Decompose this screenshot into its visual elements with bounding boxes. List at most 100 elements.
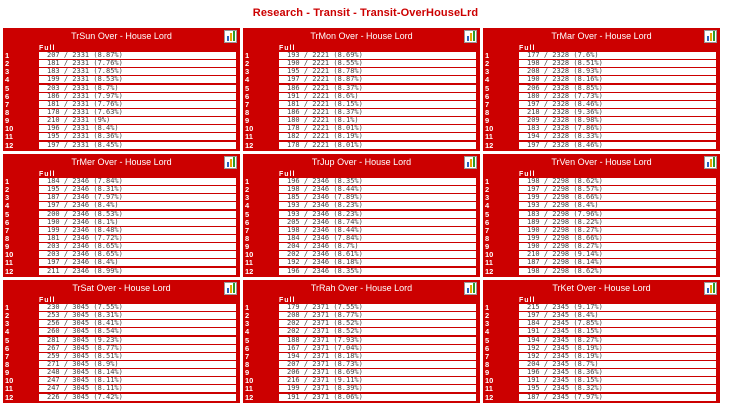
bar-chart-icon-bar (233, 283, 235, 293)
bar-chart-icon-bar (470, 159, 472, 167)
house-number: 9 (245, 116, 250, 126)
house-number: 9 (245, 242, 250, 252)
house-count-cell: 247 / 3045 (8.11%) (39, 377, 236, 386)
table-row: 2 190 / 2221 (8.55%) (243, 60, 480, 69)
house-count-cell: 186 / 2221 (8.37%) (279, 108, 476, 117)
bar-chart-icon[interactable] (464, 156, 477, 169)
house-count-cell: 206 / 2371 (8.69%) (279, 369, 476, 378)
table-row: 6 189 / 2298 (8.22%) (483, 218, 720, 227)
house-number: 3 (245, 193, 250, 203)
house-number: 8 (5, 233, 10, 243)
table-row: 3 185 / 2346 (7.89%) (243, 193, 480, 203)
panel-title: TrSun Over - House Lord (71, 31, 172, 41)
house-number: 7 (485, 225, 490, 235)
house-count-cell: 202 / 2346 (8.61%) (279, 251, 476, 260)
house-number: 5 (5, 209, 10, 219)
house-count-cell: 195 / 2331 (8.36%) (39, 133, 236, 142)
house-count-cell: 199 / 2331 (8.53%) (39, 76, 236, 85)
table-row: 7 192 / 2345 (8.19%) (483, 352, 720, 361)
bar-chart-icon-bar (710, 159, 712, 167)
house-number: 11 (245, 258, 253, 268)
bar-chart-icon-bar (467, 288, 469, 293)
bar-chart-icon[interactable] (704, 156, 717, 169)
bar-chart-icon[interactable] (224, 282, 237, 295)
house-number: 5 (245, 209, 250, 219)
table-row: 5 183 / 2298 (7.96%) (483, 209, 720, 219)
house-lord-panel: TrSun Over - House Lord Full 1 207 / 2331 (… (3, 28, 240, 151)
table-row: 3 187 / 2346 (7.97%) (3, 194, 240, 203)
house-number: 9 (485, 242, 490, 252)
house-count-cell: 248 / 3045 (8.14%) (39, 369, 236, 378)
house-number: 3 (5, 67, 10, 77)
table-row: 10 202 / 2346 (8.61%) (243, 251, 480, 260)
house-number: 8 (245, 107, 250, 117)
house-number: 8 (485, 107, 490, 117)
table-row: 3 256 / 3045 (8.41%) (3, 320, 240, 329)
house-number: 3 (485, 193, 490, 203)
house-count-cell: 193 / 2346 (8.23%) (279, 202, 476, 211)
house-number: 12 (5, 392, 14, 402)
bar-chart-icon[interactable] (224, 30, 237, 43)
house-count-cell: 190 / 2298 (8.27%) (519, 243, 716, 252)
house-count-cell: 199 / 2298 (8.66%) (519, 194, 716, 203)
house-count-cell: 195 / 2346 (8.31%) (39, 186, 236, 195)
house-number: 1 (5, 52, 10, 60)
table-row: 7 190 / 2298 (8.27%) (483, 225, 720, 235)
bar-chart-icon-bar (227, 36, 229, 41)
house-count-cell: 197 / 2346 (8.4%) (39, 259, 236, 268)
column-header: Full (39, 45, 56, 52)
house-number: 2 (5, 311, 10, 321)
table-row: 10 216 / 2371 (9.11%) (243, 377, 480, 386)
house-number: 8 (485, 233, 490, 243)
house-list: 1 207 / 2331 (8.87%) 2 181 / 2331 (7.76%) 3 1… (3, 52, 240, 150)
house-number: 1 (245, 178, 250, 186)
table-row: 8 204 / 2345 (8.7%) (483, 360, 720, 369)
house-count-cell: 197 / 2328 (8.46%) (519, 141, 716, 150)
column-header: Full (279, 171, 296, 178)
bar-chart-icon[interactable] (464, 30, 477, 43)
house-count-cell: 197 / 2298 (8.57%) (519, 186, 716, 195)
table-row: 8 271 / 3045 (8.9%) (3, 360, 240, 369)
table-row: 6 190 / 2346 (8.1%) (3, 217, 240, 227)
bar-chart-icon[interactable] (224, 156, 237, 169)
panel-header: TrMon Over - House Lord (243, 28, 480, 45)
table-row: 4 197 / 2346 (8.4%) (3, 202, 240, 211)
table-row: 7 181 / 2331 (7.76%) (3, 100, 240, 109)
bar-chart-icon[interactable] (464, 282, 477, 295)
table-row: 11 247 / 3045 (8.11%) (3, 385, 240, 394)
table-row: 10 203 / 2346 (8.65%) (3, 251, 240, 260)
house-count-cell: 190 / 2298 (8.27%) (519, 226, 716, 235)
house-number: 6 (5, 217, 10, 227)
table-row: 6 167 / 2371 (7.04%) (243, 344, 480, 353)
bar-chart-icon[interactable] (704, 282, 717, 295)
panel-title: TrMon Over - House Lord (310, 31, 413, 41)
house-count-cell: 181 / 2331 (7.76%) (39, 100, 236, 109)
house-count-cell: 197 / 2221 (8.87%) (279, 76, 476, 85)
house-number: 2 (5, 185, 10, 195)
bar-chart-icon[interactable] (704, 30, 717, 43)
panel-header: TrMer Over - House Lord (3, 154, 240, 171)
house-number: 4 (245, 75, 250, 85)
bar-chart-icon-bar (227, 288, 229, 293)
house-count-cell: 180 / 2328 (7.73%) (519, 92, 716, 101)
table-row: 3 184 / 2345 (7.85%) (483, 320, 720, 329)
bar-chart-icon-bar (473, 157, 475, 167)
house-count-cell: 187 / 2346 (7.97%) (39, 194, 236, 203)
bar-chart-icon-bar (227, 162, 229, 167)
house-number: 7 (5, 225, 10, 235)
table-row: 1 230 / 3045 (7.55%) (3, 304, 240, 312)
house-number: 10 (485, 376, 494, 386)
house-number: 1 (485, 304, 490, 312)
house-number: 5 (485, 209, 490, 219)
house-list: 1 184 / 2346 (7.84%) 2 195 / 2346 (8.31%) 3 1… (3, 178, 240, 276)
house-number: 7 (5, 351, 10, 361)
panel-header: TrMar Over - House Lord (483, 28, 720, 45)
table-row: 2 181 / 2331 (7.76%) (3, 60, 240, 69)
house-number: 11 (485, 132, 493, 142)
column-header: Full (279, 297, 296, 304)
table-row: 10 247 / 3045 (8.11%) (3, 377, 240, 386)
table-row: 5 281 / 3045 (9.23%) (3, 336, 240, 345)
house-lord-panel: TrKet Over - House Lord Full 1 215 / 2345 (… (483, 280, 720, 403)
house-lord-panel: TrMar Over - House Lord Full 1 177 / 2328 (… (483, 28, 720, 151)
house-count-cell: 191 / 2371 (8.06%) (279, 393, 476, 402)
